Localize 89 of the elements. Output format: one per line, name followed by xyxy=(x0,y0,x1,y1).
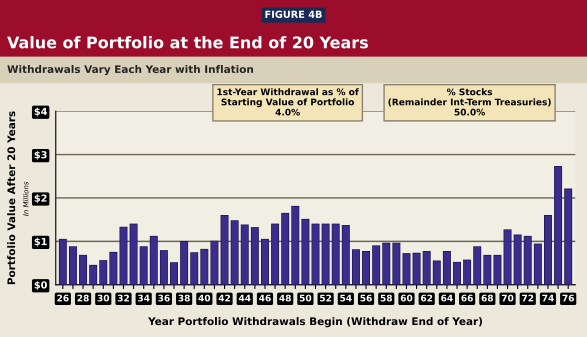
x-tick-label: 26 xyxy=(57,294,69,302)
x-tick-label: 48 xyxy=(279,294,291,302)
bar xyxy=(372,245,380,285)
x-tick-label: 36 xyxy=(158,294,170,302)
bar xyxy=(382,242,390,285)
x-tick-label: 68 xyxy=(482,294,494,302)
caption: FIGURE 4B xyxy=(265,10,322,18)
x-tick-label: 28 xyxy=(77,294,89,302)
bar xyxy=(130,224,138,285)
bar xyxy=(58,238,67,285)
bar xyxy=(150,236,158,285)
bar xyxy=(534,244,542,285)
bar xyxy=(89,264,98,285)
annotation: 1st-Year Withdrawal as % of Starting Value of Portfolio 4.0% xyxy=(217,88,359,116)
y-tick-label: $3 xyxy=(34,150,47,160)
bar xyxy=(332,224,340,285)
y-tick-label: $2 xyxy=(34,194,47,204)
x-tick-label: 38 xyxy=(178,294,190,302)
x-tick-label: 32 xyxy=(118,294,129,302)
bar xyxy=(453,262,461,285)
bar xyxy=(200,248,208,285)
bar xyxy=(493,254,502,285)
bar xyxy=(170,262,178,285)
x-tick-label: 46 xyxy=(259,294,271,302)
bar xyxy=(392,242,400,285)
x-tick-label: 74 xyxy=(542,294,554,302)
bar xyxy=(250,227,259,285)
x-tick-label: 66 xyxy=(461,294,473,302)
bar xyxy=(160,250,168,285)
bar xyxy=(190,252,198,285)
bar xyxy=(301,218,310,285)
x-tick-label: 76 xyxy=(562,294,574,302)
x-tick-label: 52 xyxy=(320,294,332,302)
bar xyxy=(210,240,218,285)
x-tick-label: 54 xyxy=(340,294,352,302)
bar xyxy=(362,251,370,285)
bar xyxy=(312,224,320,285)
bar xyxy=(463,260,472,285)
bar xyxy=(230,220,239,285)
bar xyxy=(109,252,118,285)
chart-title: Value of Portfolio at the End of 20 Years xyxy=(7,36,368,48)
x-tick-label: 40 xyxy=(198,294,210,302)
bar xyxy=(514,234,522,285)
x-tick-label: 56 xyxy=(360,294,372,302)
x-tick-label: 70 xyxy=(502,294,514,302)
x-tick-label: 34 xyxy=(138,294,150,302)
bar xyxy=(271,224,280,285)
bar xyxy=(352,249,360,285)
bar xyxy=(291,206,300,285)
x-tick-label: 42 xyxy=(218,294,230,302)
bar xyxy=(473,246,482,285)
x-tick-label: 58 xyxy=(380,294,392,302)
bar xyxy=(342,224,350,285)
bar xyxy=(442,251,451,285)
bar xyxy=(220,214,229,285)
bar xyxy=(564,188,572,285)
bar xyxy=(140,246,148,285)
bar xyxy=(524,236,532,285)
y-axis-title: Portfolio Value After 20 Years xyxy=(7,111,16,284)
bar xyxy=(99,260,108,285)
bar xyxy=(260,238,269,285)
x-tick-label: 64 xyxy=(441,294,453,302)
y-tick-label: $4 xyxy=(34,108,47,116)
x-tick-label: 72 xyxy=(522,294,534,302)
y-tick-label: $1 xyxy=(34,238,47,246)
bar xyxy=(402,253,410,285)
bar xyxy=(180,241,188,285)
bar xyxy=(422,251,431,285)
bar xyxy=(554,166,562,285)
x-tick-label: 62 xyxy=(420,294,432,302)
bar xyxy=(322,224,330,285)
bar xyxy=(79,254,88,285)
x-tick-label: 30 xyxy=(98,294,110,302)
bar xyxy=(483,254,492,285)
x-axis-title: Year Portfolio Withdrawals Begin (Withdraw End of Year) xyxy=(148,317,482,328)
bar xyxy=(281,212,290,285)
bar xyxy=(412,252,421,285)
bar xyxy=(432,260,441,285)
bar xyxy=(119,226,128,285)
bar xyxy=(68,246,77,285)
x-tick-label: 50 xyxy=(300,294,312,302)
annotation: % Stocks (Remainder Int-Term Treasuries) 50.0% xyxy=(388,88,551,116)
bar xyxy=(504,229,512,285)
x-tick-label: 60 xyxy=(400,294,412,302)
chart-subtitle: Withdrawals Vary Each Year with Inflation xyxy=(7,65,253,76)
bar xyxy=(544,214,552,285)
x-tick-label: 44 xyxy=(238,294,251,302)
y-tick-label: $0 xyxy=(34,281,47,290)
bar xyxy=(240,224,249,285)
